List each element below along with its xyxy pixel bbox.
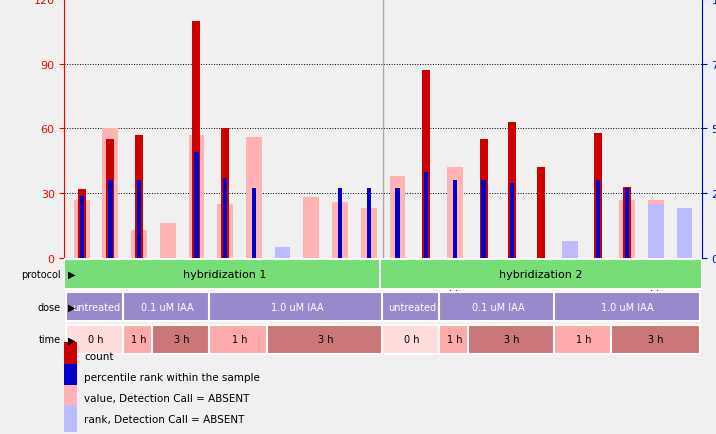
Text: untreated: untreated <box>387 302 436 312</box>
Bar <box>361 209 377 258</box>
Text: protocol: protocol <box>21 270 61 279</box>
Bar <box>447 168 463 258</box>
Bar <box>275 247 291 258</box>
Bar <box>562 241 578 258</box>
Bar <box>380 260 702 289</box>
Bar <box>209 325 270 354</box>
Bar <box>619 200 635 258</box>
Bar <box>135 135 143 258</box>
Bar <box>131 230 147 258</box>
Bar <box>123 293 212 322</box>
Text: rank, Detection Call = ABSENT: rank, Detection Call = ABSENT <box>84 414 245 424</box>
Bar <box>395 188 400 258</box>
Bar <box>64 405 77 432</box>
Bar <box>108 181 112 258</box>
Text: 3 h: 3 h <box>318 335 334 345</box>
Bar <box>382 293 442 322</box>
Bar <box>480 140 488 258</box>
Bar <box>625 188 629 258</box>
Text: hybridization 2: hybridization 2 <box>499 270 583 279</box>
Bar <box>382 325 442 354</box>
Bar <box>209 293 384 322</box>
Bar <box>66 325 126 354</box>
Text: 1.0 uM IAA: 1.0 uM IAA <box>601 302 654 312</box>
Bar <box>64 364 77 391</box>
Bar <box>102 129 118 258</box>
Text: 3 h: 3 h <box>648 335 664 345</box>
Text: 3 h: 3 h <box>505 335 520 345</box>
Text: 0 h: 0 h <box>404 335 420 345</box>
Bar <box>594 133 602 258</box>
Text: 1 h: 1 h <box>576 335 591 345</box>
Bar <box>267 325 384 354</box>
Bar <box>332 202 348 258</box>
Bar <box>648 204 664 258</box>
Bar <box>66 293 126 322</box>
Bar <box>223 178 228 258</box>
Bar <box>439 293 557 322</box>
Bar <box>252 188 256 258</box>
Bar <box>510 183 514 258</box>
Text: 0.1 uM IAA: 0.1 uM IAA <box>142 302 194 312</box>
Bar <box>677 209 692 258</box>
Bar <box>338 188 342 258</box>
Text: ▶: ▶ <box>68 302 75 312</box>
Bar <box>246 138 262 258</box>
Text: 0.1 uM IAA: 0.1 uM IAA <box>472 302 524 312</box>
Bar <box>304 198 319 258</box>
Bar <box>275 247 291 258</box>
Text: 3 h: 3 h <box>175 335 190 345</box>
Text: hybridization 1: hybridization 1 <box>183 270 267 279</box>
Bar <box>611 325 700 354</box>
Bar <box>194 152 198 258</box>
Bar <box>64 342 77 370</box>
Text: 0 h: 0 h <box>88 335 104 345</box>
Text: percentile rank within the sample: percentile rank within the sample <box>84 372 261 382</box>
Bar <box>537 168 545 258</box>
Text: 1.0 uM IAA: 1.0 uM IAA <box>271 302 323 312</box>
Text: count: count <box>84 351 114 361</box>
Bar <box>160 224 175 258</box>
Text: untreated: untreated <box>72 302 120 312</box>
Bar <box>481 181 485 258</box>
Bar <box>562 241 578 258</box>
Bar <box>193 22 200 258</box>
Text: ▶: ▶ <box>68 270 75 279</box>
Bar <box>554 293 700 322</box>
Bar <box>508 123 516 258</box>
Bar <box>439 325 470 354</box>
Text: 1 h: 1 h <box>232 335 247 345</box>
Bar <box>123 325 155 354</box>
Bar <box>137 181 141 258</box>
Bar <box>390 177 405 258</box>
Bar <box>453 181 457 258</box>
Bar <box>468 325 557 354</box>
Bar <box>422 71 430 258</box>
Bar <box>152 325 212 354</box>
Text: time: time <box>39 335 61 345</box>
Bar <box>648 200 664 258</box>
Bar <box>677 209 692 258</box>
Bar <box>623 187 631 258</box>
Text: dose: dose <box>38 302 61 312</box>
Text: value, Detection Call = ABSENT: value, Detection Call = ABSENT <box>84 394 250 404</box>
Text: 1 h: 1 h <box>131 335 147 345</box>
Bar <box>596 181 601 258</box>
Text: 1 h: 1 h <box>447 335 463 345</box>
Bar <box>79 196 84 258</box>
Bar <box>64 260 386 289</box>
Bar <box>554 325 614 354</box>
Bar <box>107 140 115 258</box>
Text: ▶: ▶ <box>68 335 75 345</box>
Bar <box>64 385 77 412</box>
Bar <box>74 200 90 258</box>
Bar <box>77 189 86 258</box>
Bar <box>221 129 229 258</box>
Bar <box>217 204 233 258</box>
Bar <box>367 188 371 258</box>
Bar <box>424 173 428 258</box>
Bar <box>188 135 204 258</box>
